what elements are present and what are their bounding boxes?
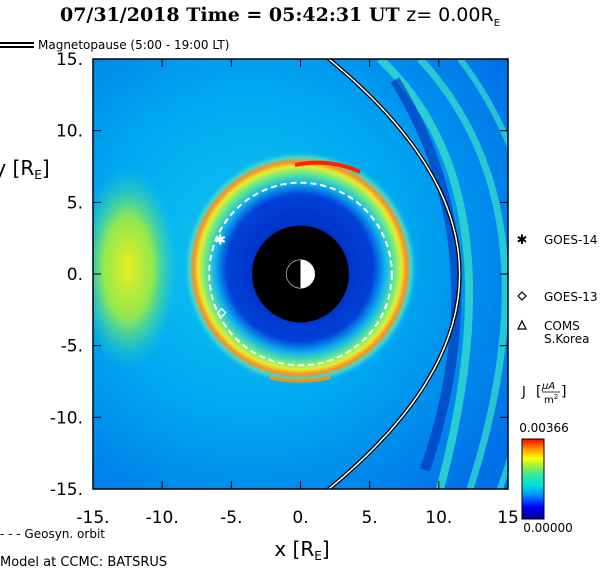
colorbar-title-main: J [521,385,526,400]
title-time: Time = 05:42:31 UT [186,4,400,26]
current-peak-north [294,160,361,174]
x-tick-label: -15. [76,508,109,528]
colorbar [521,438,545,520]
chart-title: 07/31/2018 Time = 05:42:31 UT z= 0.00RE [0,4,560,29]
bow-band-1 [377,59,474,489]
x-tick-label: 15 [497,508,519,528]
magnetopause-legend-line [0,42,34,48]
colorbar-title-bracket-close: ] [561,384,566,400]
magnetopause-line-highlight [327,59,461,489]
colorbar-title-num: μA [541,381,555,392]
geosynchronous-orbit [208,181,393,367]
goes-13-legend-icon [517,291,527,301]
y-tick-label: -15. [50,480,83,500]
title-date: 07/31/2018 [59,4,180,26]
x-axis-label: x [RE] [274,537,329,563]
goes-14-legend-icon: ✱ [517,233,528,248]
satellite-legend-label-line: GOES-13 [544,290,598,304]
coms-legend-icon [517,319,527,330]
goes-14-marker: ✱ [214,233,226,249]
y-tick-label: 10. [56,122,83,142]
satellite-legend-label: GOES-14 [544,233,598,247]
y-axis-label: y [RE] [0,156,50,182]
y-axis-ticks: 15. 10. 5. 0. -5. -10. -15. [50,50,508,500]
x-tick-label: -5. [220,508,242,528]
y-tick-label: 5. [67,193,83,213]
bow-gap-1 [390,77,462,472]
title-z-label: z= 0.00R [406,4,494,26]
satellite-legend-label-line: GOES-14 [544,233,598,247]
y-tick-label: -5. [61,337,83,357]
x-tick-label: -10. [146,508,179,528]
x-tick-label: 0. [292,508,308,528]
y-tick-label: -10. [50,408,83,428]
x-tick-label: 10. [425,508,452,528]
colorbar-title-den: m2 [544,393,558,406]
y-tick-label: 0. [67,265,83,285]
satellite-legend-label-line: S.Korea [544,332,589,346]
heatmap-field: ✱ [93,59,508,489]
x-axis-ticks: -15. -10. -5. 0. 5. 10. 15 [76,59,519,528]
colorbar-min-label: 0.00000 [523,521,573,535]
satellite-legend: ✱ GOES-14 GOES-13 COMS S.Korea [517,233,598,346]
bow-band-3 [457,59,508,489]
earth-night-side [286,260,301,288]
model-credit: Model at CCMC: BATSRUS [0,555,168,570]
magnetopause-legend: Magnetopause (5:00 - 19:00 LT) [0,38,229,52]
satellite-markers-in-plot: ✱ [214,233,227,318]
y-tick-label: 15. [56,50,83,70]
colorbar-title-den-m: m [544,395,554,406]
magnetopause-legend-label: Magnetopause (5:00 - 19:00 LT) [38,38,230,52]
magnetotail-region [93,168,178,368]
goes-13-marker [216,307,227,318]
geosyn-orbit-legend: - - - Geosyn. orbit [0,527,105,541]
x-tick-label: 5. [362,508,378,528]
bow-band-2 [417,59,508,489]
current-peak-south [269,376,331,383]
satellite-legend-label: GOES-13 [544,290,598,304]
earth-icon [286,259,315,289]
title-z: z= 0.00RE [406,4,501,29]
satellite-legend-label: COMS S.Korea [544,319,589,346]
title-z-sub: E [493,17,501,29]
colorbar-max-label: 0.00366 [519,421,569,435]
colorbar-title: J [ μA m2 ] [521,381,566,406]
satellite-legend-label-line: COMS [544,319,580,333]
colorbar-title-den-exp: 2 [554,393,558,401]
colorbar-title-bracket-open: [ [536,384,541,400]
